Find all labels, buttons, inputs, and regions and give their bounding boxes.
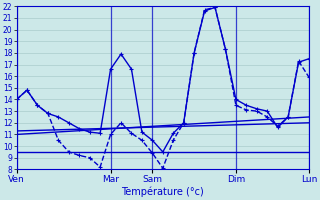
X-axis label: Température (°c): Température (°c) bbox=[121, 187, 204, 197]
